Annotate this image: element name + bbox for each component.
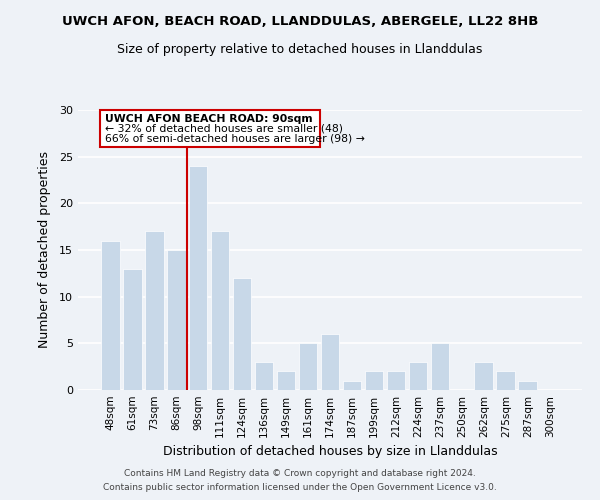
X-axis label: Distribution of detached houses by size in Llanddulas: Distribution of detached houses by size … — [163, 446, 497, 458]
Bar — [211, 232, 229, 390]
Bar — [518, 380, 537, 390]
Bar — [123, 268, 142, 390]
Text: UWCH AFON BEACH ROAD: 90sqm: UWCH AFON BEACH ROAD: 90sqm — [105, 114, 313, 124]
Text: Contains HM Land Registry data © Crown copyright and database right 2024.: Contains HM Land Registry data © Crown c… — [124, 468, 476, 477]
Bar — [496, 372, 515, 390]
Bar — [409, 362, 427, 390]
Bar — [167, 250, 185, 390]
Bar — [145, 232, 164, 390]
Bar — [320, 334, 340, 390]
Bar — [101, 240, 119, 390]
Bar — [189, 166, 208, 390]
Bar — [475, 362, 493, 390]
Bar — [255, 362, 274, 390]
Bar — [365, 372, 383, 390]
Text: Size of property relative to detached houses in Llanddulas: Size of property relative to detached ho… — [118, 42, 482, 56]
Bar — [431, 344, 449, 390]
Bar — [277, 372, 295, 390]
FancyBboxPatch shape — [100, 110, 320, 148]
Bar — [233, 278, 251, 390]
Bar — [343, 380, 361, 390]
Bar — [299, 344, 317, 390]
Text: Contains public sector information licensed under the Open Government Licence v3: Contains public sector information licen… — [103, 484, 497, 492]
Y-axis label: Number of detached properties: Number of detached properties — [38, 152, 50, 348]
Text: 66% of semi-detached houses are larger (98) →: 66% of semi-detached houses are larger (… — [105, 134, 365, 144]
Text: UWCH AFON, BEACH ROAD, LLANDDULAS, ABERGELE, LL22 8HB: UWCH AFON, BEACH ROAD, LLANDDULAS, ABERG… — [62, 15, 538, 28]
Bar — [386, 372, 405, 390]
Text: ← 32% of detached houses are smaller (48): ← 32% of detached houses are smaller (48… — [105, 124, 343, 134]
